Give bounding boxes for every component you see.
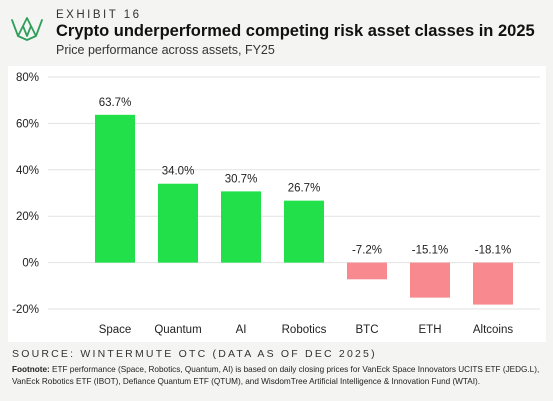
category-label: Altcoins (473, 324, 514, 336)
y-tick-label: 80% (16, 72, 39, 84)
category-label: AI (236, 324, 247, 336)
bar (221, 191, 261, 263)
footnote: Footnote: ETF performance (Space, Roboti… (12, 364, 544, 388)
footnote-label: Footnote: (12, 365, 50, 374)
data-label: 63.7% (99, 97, 132, 109)
bar (347, 262, 387, 280)
data-label: 26.7% (288, 183, 321, 195)
source-note: SOURCE: WINTERMUTE OTC (DATA AS OF DEC 2… (12, 348, 377, 360)
category-label: Space (99, 324, 132, 336)
y-tick-label: 40% (16, 165, 39, 177)
y-tick-label: 60% (16, 118, 39, 130)
category-label: BTC (356, 324, 379, 336)
chart-subtitle: Price performance across assets, FY25 (56, 43, 275, 57)
data-label: 34.0% (162, 166, 195, 178)
y-tick-label: 0% (22, 258, 39, 270)
bar (95, 114, 135, 263)
y-tick-label: 20% (16, 211, 39, 223)
category-label: ETH (419, 324, 442, 336)
bar (158, 183, 198, 263)
wintermute-logo-icon (11, 17, 43, 41)
data-label: 30.7% (225, 173, 258, 185)
data-label: -18.1% (475, 245, 511, 257)
category-label: Quantum (154, 324, 201, 336)
data-label: -15.1% (412, 245, 448, 257)
data-label: -7.2% (352, 245, 382, 257)
y-tick-label: -20% (12, 304, 39, 316)
category-label: Robotics (282, 324, 327, 336)
exhibit-label: EXHIBIT 16 (56, 9, 142, 21)
bar (410, 262, 450, 298)
footnote-text: ETF performance (Space, Robotics, Quantu… (12, 365, 540, 386)
bar (284, 200, 324, 263)
bar (473, 262, 513, 305)
chart-title: Crypto underperformed competing risk ass… (56, 22, 535, 40)
